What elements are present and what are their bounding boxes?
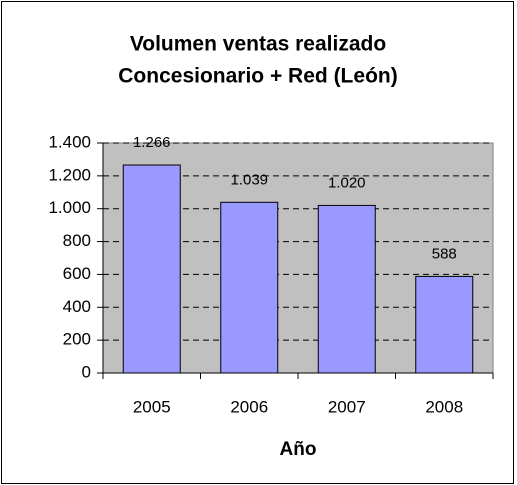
data-label: 1.020 [328, 174, 366, 191]
chart-title: Concesionario + Red (León) [118, 65, 397, 88]
bar [317, 204, 376, 374]
y-tick-label: 600 [63, 264, 91, 283]
bar [415, 275, 474, 374]
y-tick-label: 1.400 [48, 132, 91, 151]
y-tick-label: 400 [63, 297, 91, 316]
y-tick-label: 0 [82, 362, 91, 381]
bar [122, 164, 181, 374]
y-tick-label: 800 [63, 231, 91, 250]
x-tick-label: 2008 [425, 397, 463, 416]
x-tick-label: 2005 [133, 397, 171, 416]
data-label: 588 [432, 245, 457, 262]
y-tick-label: 1.000 [48, 198, 91, 217]
y-tick-label: 200 [63, 330, 91, 349]
data-label: 1.266 [133, 134, 171, 151]
x-axis-title: Año [280, 439, 317, 460]
data-label: 1.039 [230, 171, 268, 188]
chart-title: Volumen ventas realizado [130, 33, 386, 56]
x-tick-label: 2006 [230, 397, 268, 416]
y-tick-label: 1.200 [48, 165, 91, 184]
bar [220, 201, 279, 374]
x-tick-label: 2007 [328, 397, 366, 416]
